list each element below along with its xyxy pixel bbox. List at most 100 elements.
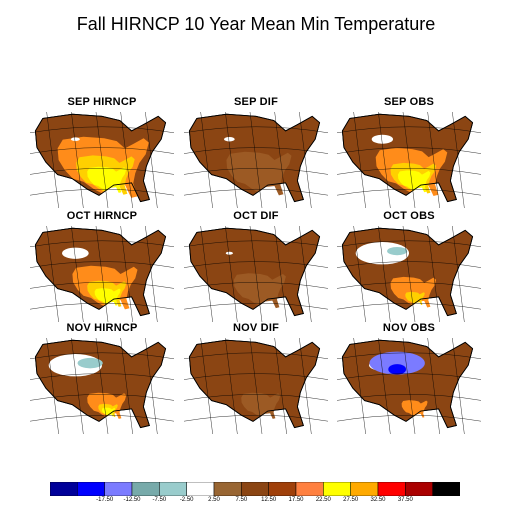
color-bar-swatch <box>350 482 379 496</box>
grid-line <box>274 111 287 209</box>
page-title: Fall HIRNCP 10 Year Mean Min Temperature <box>76 14 436 34</box>
grid-line <box>200 225 213 323</box>
temperature-band <box>87 166 127 193</box>
temperature-band <box>70 137 80 142</box>
grid-line <box>249 225 263 323</box>
coastline <box>341 227 474 317</box>
grid-line <box>120 111 133 209</box>
grid-line <box>145 337 158 435</box>
grid-line <box>145 225 158 323</box>
grid-line <box>353 337 366 435</box>
us-map <box>183 337 329 435</box>
temperature-band <box>369 351 425 375</box>
color-bar-tick-label: 22.50 <box>315 497 331 503</box>
grid-line <box>353 225 366 323</box>
grid-line <box>336 147 482 154</box>
grid-line <box>183 240 329 247</box>
temperature-band <box>387 246 408 256</box>
grid-line <box>402 111 416 209</box>
grid-line <box>336 373 482 380</box>
grid-line <box>336 394 482 401</box>
grid-line <box>427 111 440 209</box>
grid-line <box>225 225 238 323</box>
grid-line <box>402 337 416 435</box>
grid-line <box>200 337 213 435</box>
temperature-band <box>62 247 89 259</box>
color-bar-tick-label: -7.50 <box>152 497 167 503</box>
grid-line <box>336 282 482 289</box>
grid-line <box>452 225 465 323</box>
grid-line <box>120 337 133 435</box>
grid-line <box>95 225 109 323</box>
us-map <box>336 111 482 209</box>
grid-line <box>183 261 329 268</box>
grid-line <box>336 189 482 196</box>
grid-line <box>183 352 329 359</box>
grid-line <box>183 373 329 380</box>
grid-line <box>353 111 366 209</box>
grid-line <box>183 394 329 401</box>
map-panel: NOV HIRNCP <box>28 322 176 440</box>
coastline <box>34 113 167 203</box>
grid-line <box>200 111 213 209</box>
color-bar <box>50 482 460 496</box>
grid-line <box>336 126 482 133</box>
panel-label: NOV HIRNCP <box>66 322 138 334</box>
temperature-band <box>225 251 233 255</box>
grid-line <box>120 225 133 323</box>
grid-line <box>29 126 175 133</box>
temperature-band <box>224 136 235 142</box>
grid-line <box>336 352 482 359</box>
grid-line <box>299 225 312 323</box>
grid-line <box>29 415 175 422</box>
grid-line <box>46 225 59 323</box>
us-map <box>336 225 482 323</box>
color-bar-swatch <box>323 482 351 496</box>
grid-line <box>378 225 391 323</box>
grid-line <box>29 282 175 289</box>
grid-line <box>183 168 329 175</box>
panel-label: OCT OBS <box>383 210 435 222</box>
grid-line <box>336 261 482 268</box>
grid-line <box>183 282 329 289</box>
temperature-band <box>241 392 281 419</box>
grid-line <box>29 168 175 175</box>
grid-line <box>29 303 175 310</box>
coastline <box>188 113 321 203</box>
us-map <box>29 225 175 323</box>
map-panel: SEP OBS <box>335 96 483 214</box>
color-bar-swatch <box>104 482 133 496</box>
map-panel: SEP DIF <box>182 96 330 214</box>
color-bar-tick-label: 17.50 <box>288 497 304 503</box>
color-bar-swatch <box>159 482 187 496</box>
color-bar-swatch <box>213 482 242 496</box>
grid-line <box>299 337 312 435</box>
coastline <box>34 227 167 317</box>
temperature-band <box>77 357 103 369</box>
grid-line <box>336 168 482 175</box>
grid-line <box>183 189 329 196</box>
temperature-band <box>102 407 115 417</box>
color-bar-tick-label: -2.50 <box>179 497 194 503</box>
color-bar-swatch <box>377 482 406 496</box>
grid-line <box>225 337 238 435</box>
panel-label: SEP OBS <box>383 96 435 108</box>
grid-line <box>29 189 175 196</box>
grid-line <box>402 225 416 323</box>
coastline <box>341 113 474 203</box>
grid-line <box>29 240 175 247</box>
grid-line <box>71 111 84 209</box>
grid-line <box>145 111 158 209</box>
grid-line <box>95 111 109 209</box>
temperature-band <box>226 151 292 196</box>
grid-line <box>378 337 391 435</box>
coastline <box>341 339 474 429</box>
us-map <box>29 111 175 209</box>
map-panel: SEP HIRNCP <box>28 96 176 214</box>
grid-line <box>29 352 175 359</box>
us-map <box>336 337 482 435</box>
grid-line <box>183 126 329 133</box>
grid-line <box>427 225 440 323</box>
grid-line <box>452 111 465 209</box>
color-bar-swatch <box>77 482 105 496</box>
